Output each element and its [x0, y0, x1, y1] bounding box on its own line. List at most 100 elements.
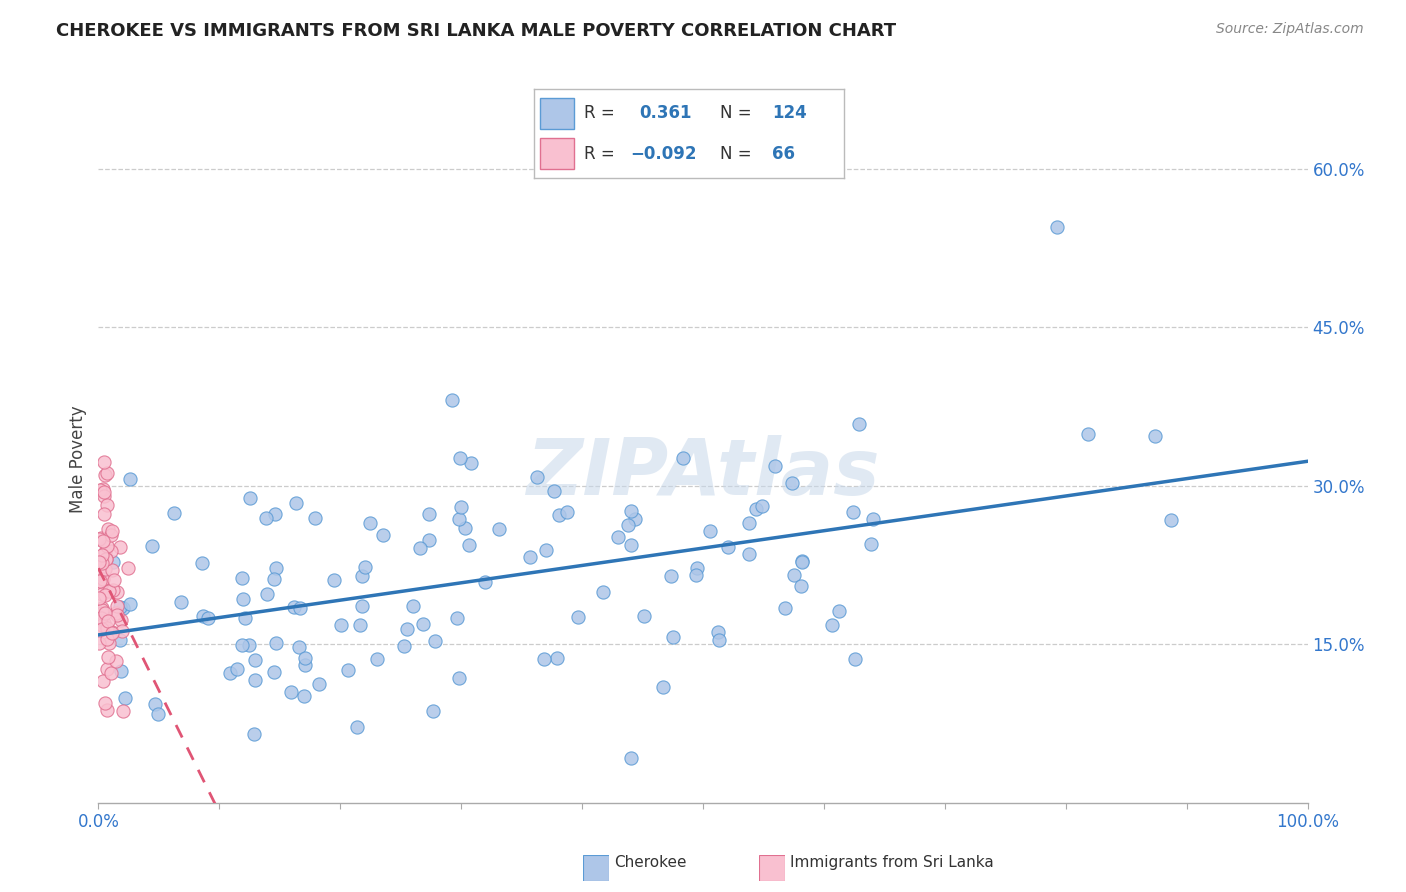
- Point: [89, 574, 111, 588]
- Point: [474, 575, 496, 590]
- Point: [546, 650, 568, 665]
- Point: [108, 540, 131, 554]
- Point: [101, 563, 124, 577]
- Point: [449, 512, 471, 526]
- Text: CHEROKEE VS IMMIGRANTS FROM SRI LANKA MALE POVERTY CORRELATION CHART: CHEROKEE VS IMMIGRANTS FROM SRI LANKA MA…: [56, 22, 897, 40]
- Point: [91, 572, 114, 586]
- Point: [93, 615, 115, 630]
- Text: Source: ZipAtlas.com: Source: ZipAtlas.com: [1216, 22, 1364, 37]
- Point: [245, 652, 267, 666]
- Point: [105, 585, 128, 599]
- Text: N =: N =: [720, 104, 751, 122]
- Point: [108, 600, 131, 615]
- Point: [101, 524, 124, 538]
- Point: [450, 500, 472, 514]
- Point: [96, 499, 118, 513]
- Point: [672, 451, 695, 466]
- Point: [105, 608, 128, 623]
- Point: [860, 537, 883, 551]
- Point: [533, 652, 555, 666]
- Point: [366, 652, 388, 666]
- Point: [623, 512, 645, 526]
- Point: [264, 561, 287, 575]
- Point: [773, 600, 796, 615]
- Point: [117, 561, 139, 575]
- Point: [842, 505, 865, 519]
- Point: [337, 663, 360, 677]
- Point: [685, 567, 707, 582]
- Point: [97, 636, 120, 650]
- Point: [402, 599, 425, 614]
- Point: [94, 467, 117, 482]
- Point: [96, 662, 118, 676]
- Point: [827, 603, 849, 617]
- Point: [90, 622, 112, 636]
- Point: [1143, 429, 1166, 443]
- Point: [91, 586, 114, 600]
- Point: [790, 555, 813, 569]
- Text: 124: 124: [772, 104, 807, 122]
- Point: [90, 568, 112, 582]
- Point: [848, 417, 870, 432]
- Bar: [540, 138, 575, 169]
- Point: [170, 595, 193, 609]
- Point: [447, 671, 470, 685]
- Point: [534, 542, 557, 557]
- Point: [862, 512, 884, 526]
- Text: 66: 66: [772, 145, 796, 163]
- Point: [738, 547, 761, 561]
- Point: [263, 665, 285, 680]
- Point: [94, 551, 117, 566]
- Point: [304, 510, 326, 524]
- Point: [245, 673, 267, 687]
- Point: [707, 633, 730, 648]
- Point: [620, 538, 643, 552]
- Point: [1160, 513, 1182, 527]
- Point: [225, 662, 247, 676]
- Point: [294, 651, 316, 665]
- Y-axis label: Male Poverty: Male Poverty: [69, 406, 87, 513]
- Point: [616, 517, 638, 532]
- Point: [780, 476, 803, 491]
- Point: [449, 451, 471, 466]
- Point: [89, 483, 111, 498]
- Point: [110, 613, 132, 627]
- Point: [792, 554, 814, 568]
- Point: [97, 614, 120, 628]
- Point: [651, 680, 673, 694]
- Point: [555, 506, 578, 520]
- Text: ZIPAtlas: ZIPAtlas: [526, 435, 880, 511]
- Point: [96, 467, 118, 481]
- Point: [89, 636, 111, 650]
- Text: Immigrants from Sri Lanka: Immigrants from Sri Lanka: [790, 855, 994, 870]
- Bar: [540, 98, 575, 129]
- Point: [519, 549, 541, 564]
- Point: [264, 636, 287, 650]
- Point: [114, 691, 136, 706]
- Point: [231, 571, 253, 585]
- Point: [94, 606, 117, 620]
- Point: [98, 583, 121, 598]
- Point: [163, 506, 186, 520]
- Point: [103, 573, 125, 587]
- Point: [242, 726, 264, 740]
- Point: [100, 665, 122, 680]
- Point: [418, 507, 440, 521]
- Point: [94, 562, 117, 576]
- Point: [93, 484, 115, 499]
- Point: [97, 522, 120, 536]
- Point: [567, 610, 589, 624]
- Point: [620, 751, 643, 765]
- Point: [100, 543, 122, 558]
- Point: [288, 600, 311, 615]
- Point: [112, 704, 135, 718]
- Point: [197, 611, 219, 625]
- Point: [90, 611, 112, 625]
- Point: [844, 652, 866, 666]
- Point: [422, 704, 444, 718]
- Point: [111, 624, 134, 639]
- Point: [620, 504, 643, 518]
- Point: [232, 591, 254, 606]
- Point: [458, 538, 481, 552]
- Point: [763, 458, 786, 473]
